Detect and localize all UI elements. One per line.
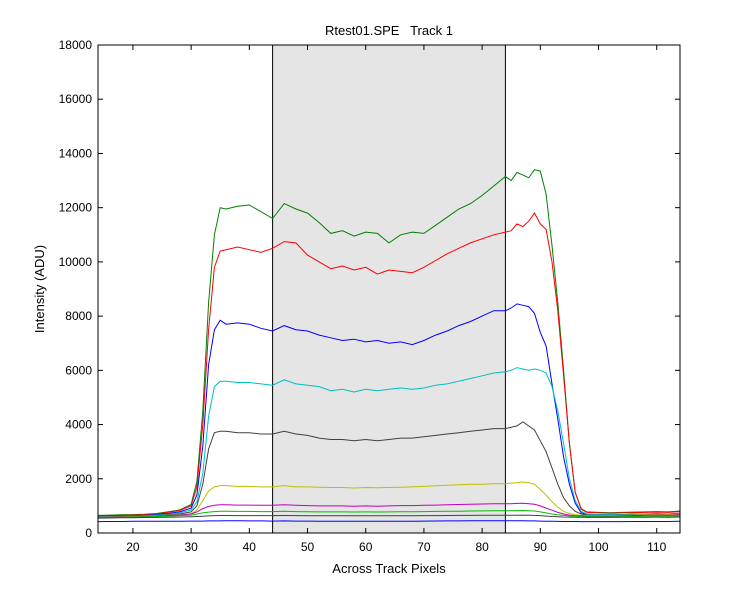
y-tick-label: 2000 <box>65 472 92 486</box>
x-axis: 20 30 40 50 60 70 80 90 100 110 <box>126 45 667 554</box>
series-line-9 <box>97 514 681 519</box>
y-axis-label: Intensity (ADU) <box>32 245 47 333</box>
series-line-7 <box>97 502 681 518</box>
series-line-10 <box>97 520 681 523</box>
x-tick-label: 60 <box>359 540 373 554</box>
series-line-4 <box>97 367 681 518</box>
series-line-8 <box>97 509 681 519</box>
series-line-6 <box>97 481 681 518</box>
x-axis-label: Across Track Pixels <box>332 561 446 576</box>
series-line-2 <box>97 212 681 517</box>
y-tick-label: 12000 <box>59 201 93 215</box>
y-axis: 0 2000 4000 6000 8000 10000 12000 14000 16000 180… <box>59 38 680 540</box>
x-tick-label: 90 <box>534 540 548 554</box>
y-tick-label: 14000 <box>59 146 93 160</box>
x-tick-label: 50 <box>301 540 315 554</box>
x-tick-label: 30 <box>184 540 198 554</box>
x-tick-label: 80 <box>475 540 489 554</box>
y-tick-label: 8000 <box>65 309 92 323</box>
y-tick-label: 18000 <box>59 38 93 52</box>
y-tick-label: 0 <box>85 526 92 540</box>
x-tick-label: 20 <box>126 540 140 554</box>
shaded-region <box>272 45 506 533</box>
chart-title: Rtest01.SPE Track 1 <box>325 23 453 38</box>
x-tick-label: 100 <box>589 540 609 554</box>
y-tick-label: 16000 <box>59 92 93 106</box>
y-tick-label: 10000 <box>59 255 93 269</box>
series-group <box>97 169 681 523</box>
series-line-3 <box>97 303 681 517</box>
y-tick-label: 6000 <box>65 363 92 377</box>
y-tick-label: 4000 <box>65 418 92 432</box>
x-tick-label: 70 <box>417 540 431 554</box>
x-tick-label: 110 <box>647 540 666 554</box>
series-line-5 <box>97 421 681 518</box>
x-tick-label: 40 <box>243 540 257 554</box>
plot-frame <box>97 44 681 534</box>
